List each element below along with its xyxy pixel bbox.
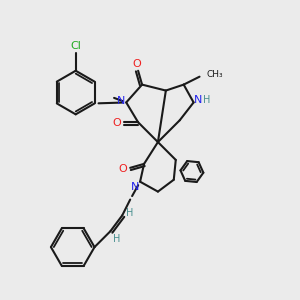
Text: N: N: [194, 95, 203, 106]
Text: N: N: [131, 182, 139, 192]
Text: CH₃: CH₃: [206, 70, 223, 79]
Text: N: N: [117, 97, 125, 106]
Text: O: O: [112, 118, 121, 128]
Text: O: O: [133, 59, 142, 69]
Text: H: H: [112, 234, 120, 244]
Text: H: H: [127, 208, 134, 218]
Text: O: O: [119, 164, 128, 174]
Text: Cl: Cl: [70, 41, 81, 51]
Text: H: H: [203, 95, 210, 106]
